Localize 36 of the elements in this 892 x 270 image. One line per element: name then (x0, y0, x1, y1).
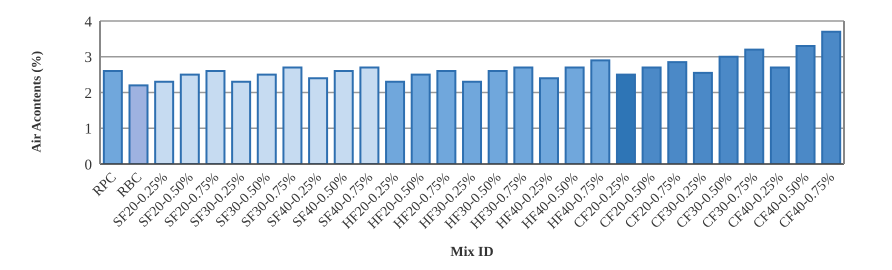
y-tick-label: 4 (84, 14, 92, 30)
bar (513, 66, 534, 164)
bar (436, 70, 456, 164)
bar (205, 70, 226, 164)
bar (538, 77, 559, 164)
bar (718, 56, 739, 164)
bar (154, 80, 174, 164)
bar (462, 80, 482, 164)
y-tick-label: 2 (84, 86, 92, 102)
bar (744, 48, 764, 164)
bar (590, 59, 610, 164)
y-tick-label: 3 (84, 50, 92, 66)
bar (385, 80, 406, 164)
bar (796, 45, 816, 164)
bar (282, 66, 302, 164)
bar (692, 72, 713, 164)
bar (308, 77, 328, 164)
bar (488, 70, 508, 164)
bar (102, 70, 123, 164)
bar (231, 80, 252, 164)
bar (564, 66, 585, 164)
bar (821, 30, 842, 164)
bar (128, 84, 149, 164)
bar (410, 74, 431, 164)
y-axis-title: Air Acontents (%) (28, 50, 44, 152)
bar (334, 70, 354, 164)
y-tick-label: 1 (84, 122, 92, 138)
bar (616, 74, 636, 164)
bar (256, 74, 277, 164)
x-axis-title: Mix ID (450, 245, 494, 260)
y-tick-label: 0 (84, 157, 92, 174)
bar (770, 66, 790, 164)
bar (180, 74, 200, 164)
bar (642, 66, 662, 164)
bar (667, 61, 688, 164)
bar (359, 66, 380, 164)
